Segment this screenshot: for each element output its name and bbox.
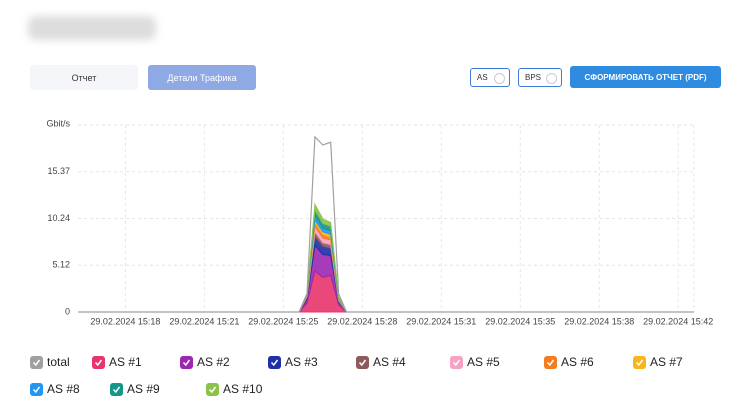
legend-label: AS #1 [109, 355, 142, 369]
legend-checkbox[interactable] [544, 355, 557, 369]
check-icon [182, 359, 191, 366]
legend-label: AS #3 [285, 355, 318, 369]
legend-item[interactable]: AS #3 [268, 355, 318, 369]
legend-checkbox[interactable] [30, 355, 43, 369]
y-axis-label: Gbit/s [46, 118, 70, 128]
check-icon [112, 386, 121, 393]
pdf-button[interactable]: СФОРМИРОВАТЬ ОТЧЕТ (PDF) [570, 66, 721, 88]
legend-item[interactable]: AS #4 [356, 355, 406, 369]
legend-label: total [47, 355, 70, 369]
area [78, 208, 694, 313]
check-icon [32, 386, 41, 393]
legend-checkbox[interactable] [206, 382, 219, 396]
area [78, 202, 694, 313]
check-icon [635, 359, 644, 366]
area [78, 218, 694, 313]
legend-checkbox[interactable] [450, 355, 463, 369]
legend-item[interactable]: AS #8 [30, 382, 80, 396]
legend-checkbox[interactable] [110, 382, 123, 396]
area [78, 224, 694, 313]
blurred-title [28, 16, 156, 40]
legend-label: AS #6 [561, 355, 594, 369]
legend-checkbox[interactable] [92, 355, 105, 369]
area [78, 244, 694, 313]
legend-label: AS #8 [47, 382, 80, 396]
legend-label: AS #10 [223, 382, 263, 396]
tab-report[interactable]: Отчет [30, 65, 138, 90]
legend-checkbox[interactable] [268, 355, 281, 369]
legend-label: AS #2 [197, 355, 230, 369]
x-tick-label: 29.02.2024 15:21 [169, 316, 239, 326]
x-tick-label: 29.02.2024 15:25 [248, 316, 318, 326]
area [78, 230, 694, 313]
legend-checkbox[interactable] [633, 355, 646, 369]
area [78, 221, 694, 313]
check-icon [94, 359, 103, 366]
legend-item[interactable]: total [30, 355, 70, 369]
x-tick-label: 29.02.2024 15:42 [643, 316, 713, 326]
legend-checkbox[interactable] [356, 355, 369, 369]
select-bps[interactable]: BPS [518, 68, 562, 87]
legend-checkbox[interactable] [180, 355, 193, 369]
x-tick-label: 29.02.2024 15:18 [90, 316, 160, 326]
select-as[interactable]: AS [470, 68, 510, 87]
check-icon [358, 359, 367, 366]
legend-item[interactable]: AS #9 [110, 382, 160, 396]
x-tick-label: 29.02.2024 15:38 [564, 316, 634, 326]
legend-label: AS #7 [650, 355, 683, 369]
area [78, 270, 694, 313]
x-tick-label: 29.02.2024 15:28 [327, 316, 397, 326]
legend-item[interactable]: AS #10 [206, 382, 262, 396]
y-tick-label: 10.24 [47, 213, 70, 223]
x-tick-label: 29.02.2024 15:35 [485, 316, 555, 326]
check-icon [546, 359, 555, 366]
check-icon [270, 359, 279, 366]
legend-label: AS #4 [373, 355, 406, 369]
tab-traffic[interactable]: Детали Трафика [148, 65, 256, 90]
y-tick-label: 15.37 [47, 166, 70, 176]
legend-checkbox[interactable] [30, 382, 43, 396]
y-tick-label: 5.12 [52, 260, 70, 270]
area [78, 235, 694, 313]
legend-item[interactable]: AS #1 [92, 355, 142, 369]
legend-item[interactable]: AS #5 [450, 355, 500, 369]
y-tick-label: 0 [65, 306, 70, 316]
legend-label: AS #5 [467, 355, 500, 369]
legend-item[interactable]: AS #6 [544, 355, 594, 369]
check-icon [32, 359, 41, 366]
legend-label: AS #9 [127, 382, 160, 396]
check-icon [208, 386, 217, 393]
legend-item[interactable]: AS #2 [180, 355, 230, 369]
legend-item[interactable]: AS #7 [633, 355, 683, 369]
line [78, 135, 694, 313]
area [78, 213, 694, 313]
x-tick-label: 29.02.2024 15:31 [406, 316, 476, 326]
check-icon [452, 359, 461, 366]
